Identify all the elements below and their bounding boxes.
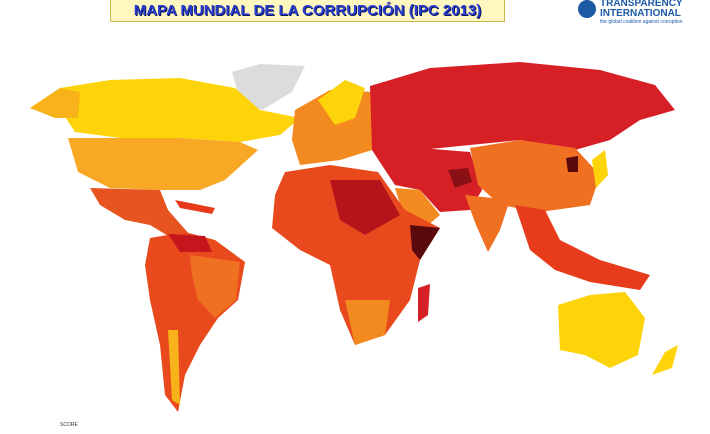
australia — [558, 292, 645, 368]
southern-africa — [345, 300, 390, 345]
legend-label: SCORE — [60, 422, 78, 428]
somalia — [410, 225, 440, 260]
middle-east — [372, 148, 482, 212]
canada-alaska — [30, 78, 300, 142]
venezuela — [168, 234, 212, 252]
logo-tagline: the global coalition against corruption — [600, 19, 683, 25]
madagascar — [418, 284, 430, 322]
title: MAPA MUNDIAL DE LA CORRUPCIÓN (IPC 2013) — [110, 0, 505, 22]
alaska — [30, 88, 80, 118]
sahel — [330, 180, 400, 235]
logo-icon — [578, 0, 596, 18]
caribbean — [175, 200, 215, 214]
scandinavia — [318, 80, 365, 125]
usa — [68, 138, 258, 190]
africa — [272, 165, 440, 345]
india — [465, 195, 510, 252]
logo: TRANSPARENCY INTERNATIONAL the global co… — [578, 0, 710, 26]
japan — [592, 150, 608, 188]
chile-uruguay — [168, 330, 180, 405]
russia — [370, 62, 675, 150]
afghanistan — [448, 168, 472, 188]
logo-name: TRANSPARENCY — [600, 0, 683, 9]
brazil — [190, 255, 240, 318]
logo-name: INTERNATIONAL — [600, 8, 681, 19]
korea — [566, 156, 578, 172]
mexico-central — [90, 188, 190, 240]
new-zealand — [652, 345, 678, 375]
southeast-asia — [515, 205, 650, 290]
greenland — [232, 64, 305, 110]
